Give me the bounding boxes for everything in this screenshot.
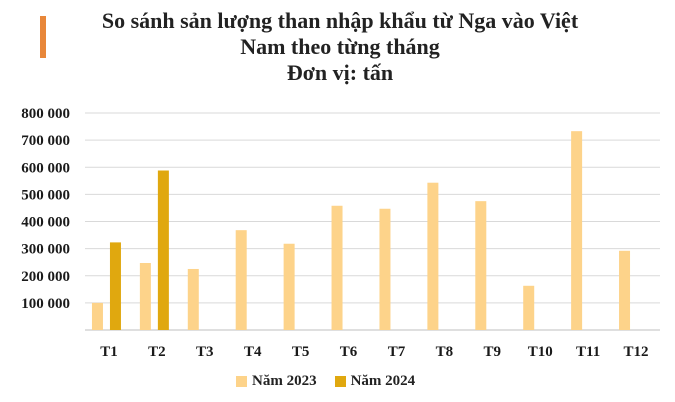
- x-tick-label: T2: [148, 344, 166, 360]
- x-axis-tick-labels: T1 T2 T3 T4 T5 T6 T7 T8 T9 T10 T11 T12: [100, 344, 648, 360]
- y-tick-label: 300 000: [21, 242, 70, 258]
- bar-t1-2024: [109, 242, 121, 330]
- legend-label-2023: Năm 2023: [252, 373, 317, 389]
- x-tick-label: T1: [100, 344, 118, 360]
- bar-t10-2023: [523, 285, 535, 330]
- bar-t11-2023: [571, 131, 583, 330]
- legend-swatch-2023: [236, 376, 247, 387]
- x-tick-label: T3: [196, 344, 214, 360]
- bar-t5-2023: [283, 243, 295, 330]
- y-axis-tick-labels: 800 000 700 000 600 000 500 000 400 000 300 0…: [21, 106, 70, 312]
- bar-t2-2024: [157, 170, 169, 330]
- bar-t7-2023: [379, 208, 391, 330]
- y-tick-label: 600 000: [21, 160, 70, 176]
- x-tick-label: T12: [624, 344, 649, 360]
- chart-title-line-3: Đơn vị: tấn: [286, 60, 394, 85]
- chart-title-line-1: So sánh sản lượng than nhập khẩu từ Nga …: [101, 8, 579, 33]
- x-tick-label: T6: [340, 344, 358, 360]
- bars: [91, 131, 631, 330]
- x-tick-label: T9: [484, 344, 502, 360]
- x-tick-label: T7: [388, 344, 406, 360]
- legend: Năm 2023 Năm 2024: [236, 373, 433, 390]
- x-tick-label: T8: [436, 344, 454, 360]
- x-tick-label: T10: [528, 344, 553, 360]
- x-tick-label: T4: [244, 344, 262, 360]
- title-accent-bar: [40, 16, 46, 58]
- legend-item-2024: Năm 2024: [334, 373, 416, 390]
- bar-t3-2023: [187, 268, 199, 330]
- bar-t12-2023: [619, 250, 631, 330]
- bar-t1-2023: [91, 302, 103, 330]
- bar-t2-2023: [139, 263, 151, 330]
- legend-label-2024: Năm 2024: [350, 373, 416, 389]
- chart-title: So sánh sản lượng than nhập khẩu từ Nga …: [60, 8, 620, 86]
- y-tick-label: 200 000: [21, 269, 70, 285]
- y-tick-label: 500 000: [21, 187, 70, 203]
- y-tick-label: 800 000: [21, 106, 70, 122]
- x-tick-label: T11: [576, 344, 600, 360]
- chart-title-line-2: Nam theo từng tháng: [240, 34, 440, 59]
- bar-t9-2023: [475, 201, 487, 330]
- y-tick-label: 400 000: [21, 215, 70, 231]
- y-tick-label: 100 000: [21, 296, 70, 312]
- bar-t4-2023: [235, 230, 247, 330]
- legend-swatch-2024: [334, 376, 346, 387]
- y-tick-label: 700 000: [21, 133, 70, 149]
- x-tick-label: T5: [292, 344, 310, 360]
- bar-t8-2023: [427, 182, 439, 330]
- legend-item-2023: Năm 2023: [236, 373, 317, 390]
- bar-t6-2023: [331, 205, 343, 330]
- gridlines: [85, 112, 660, 331]
